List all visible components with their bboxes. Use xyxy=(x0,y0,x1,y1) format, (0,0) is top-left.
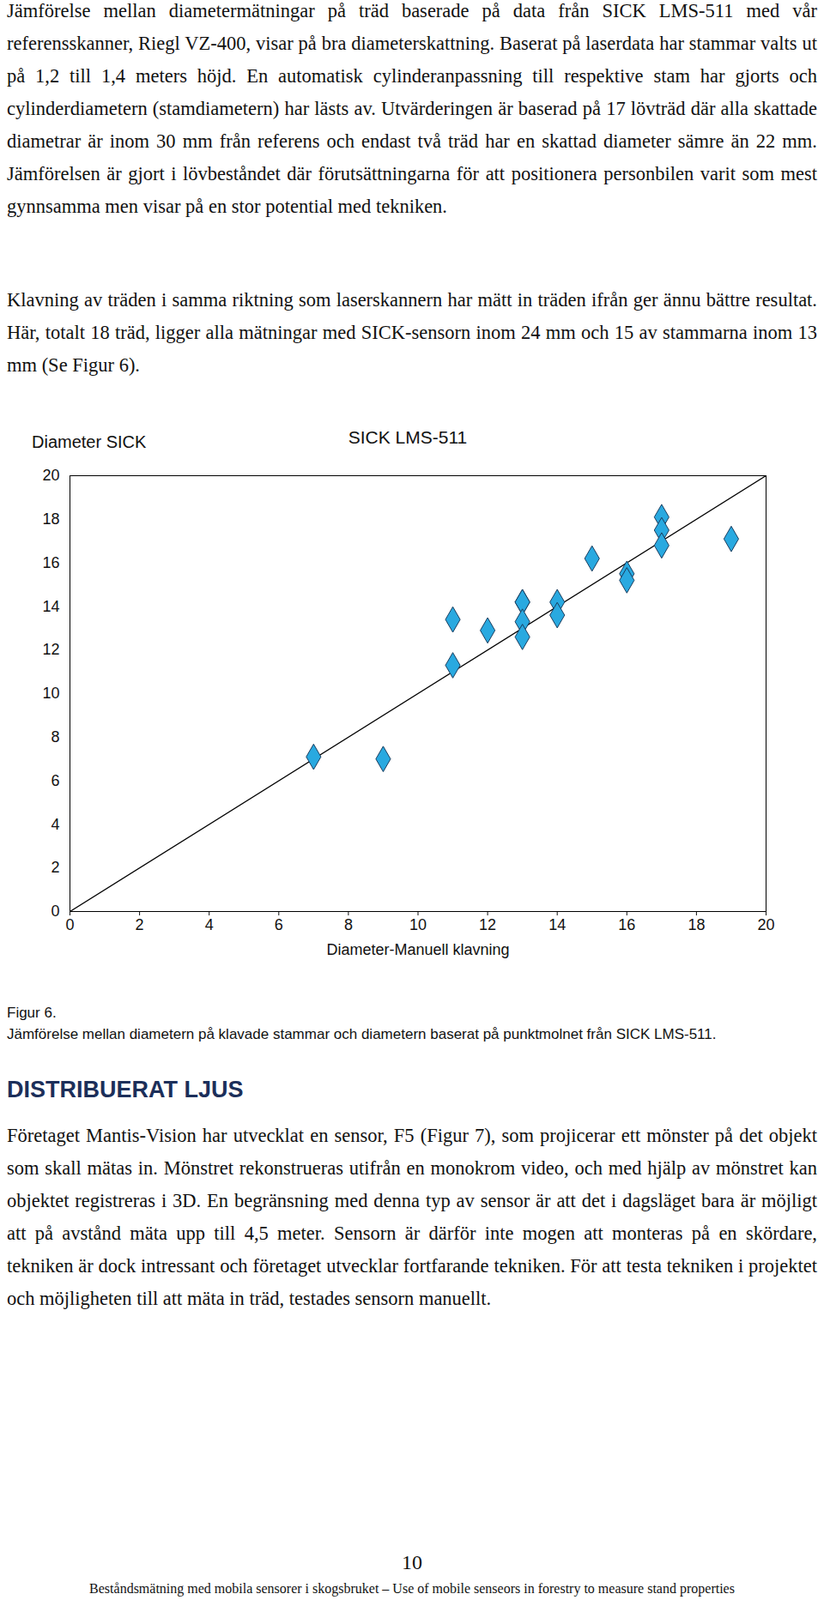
svg-text:16: 16 xyxy=(618,916,636,934)
html-text:Jämförelse mellan diametermätn: Jämförelse mellan diametermätningar på t… xyxy=(6,0,818,218)
svg-text:8: 8 xyxy=(344,916,353,934)
svg-text:10: 10 xyxy=(409,916,427,934)
svg-text:14: 14 xyxy=(548,916,566,934)
svg-text:2: 2 xyxy=(50,859,60,877)
html-text:Klavning av träden i samma rik: Klavning av träden i samma riktning som … xyxy=(6,289,818,376)
svg-text:6: 6 xyxy=(274,916,284,934)
svg-text:20: 20 xyxy=(42,466,60,485)
html-text:Företaget Mantis-Vision har ut: Företaget Mantis-Vision har utvecklat en… xyxy=(6,1125,818,1310)
svg-text:0: 0 xyxy=(50,902,60,921)
svg-text:18: 18 xyxy=(687,916,705,934)
svg-text:6: 6 xyxy=(50,772,60,790)
svg-text:14: 14 xyxy=(42,598,60,616)
svg-text:8: 8 xyxy=(50,728,60,746)
svg-text:12: 12 xyxy=(478,916,497,934)
svg-text:10: 10 xyxy=(42,684,60,703)
html-text:Diameter SICK: Diameter SICK xyxy=(31,432,147,452)
html-text:Figur 6.: Figur 6. xyxy=(6,1005,57,1022)
svg-text:4: 4 xyxy=(205,916,214,934)
svg-text:Diameter-Manuell klavning: Diameter-Manuell klavning xyxy=(326,941,509,959)
html-text:Jämförelse mellan diametern på: Jämförelse mellan diametern på klavade s… xyxy=(6,1026,717,1043)
svg-text:0: 0 xyxy=(65,916,74,934)
html-text:Beståndsmätning med mobila sen: Beståndsmätning med mobila sensorer i sk… xyxy=(89,1581,735,1597)
svg-text:4: 4 xyxy=(50,816,60,834)
svg-text:18: 18 xyxy=(42,510,60,528)
svg-text:12: 12 xyxy=(42,641,60,659)
html-text:SICK LMS-511: SICK LMS-511 xyxy=(348,427,468,448)
svg-text:2: 2 xyxy=(135,916,145,934)
html-text:10: 10 xyxy=(401,1551,423,1575)
svg-text:16: 16 xyxy=(42,554,60,572)
html-text:DISTRIBUERAT LJUS: DISTRIBUERAT LJUS xyxy=(6,1077,244,1103)
svg-text:20: 20 xyxy=(757,916,775,934)
